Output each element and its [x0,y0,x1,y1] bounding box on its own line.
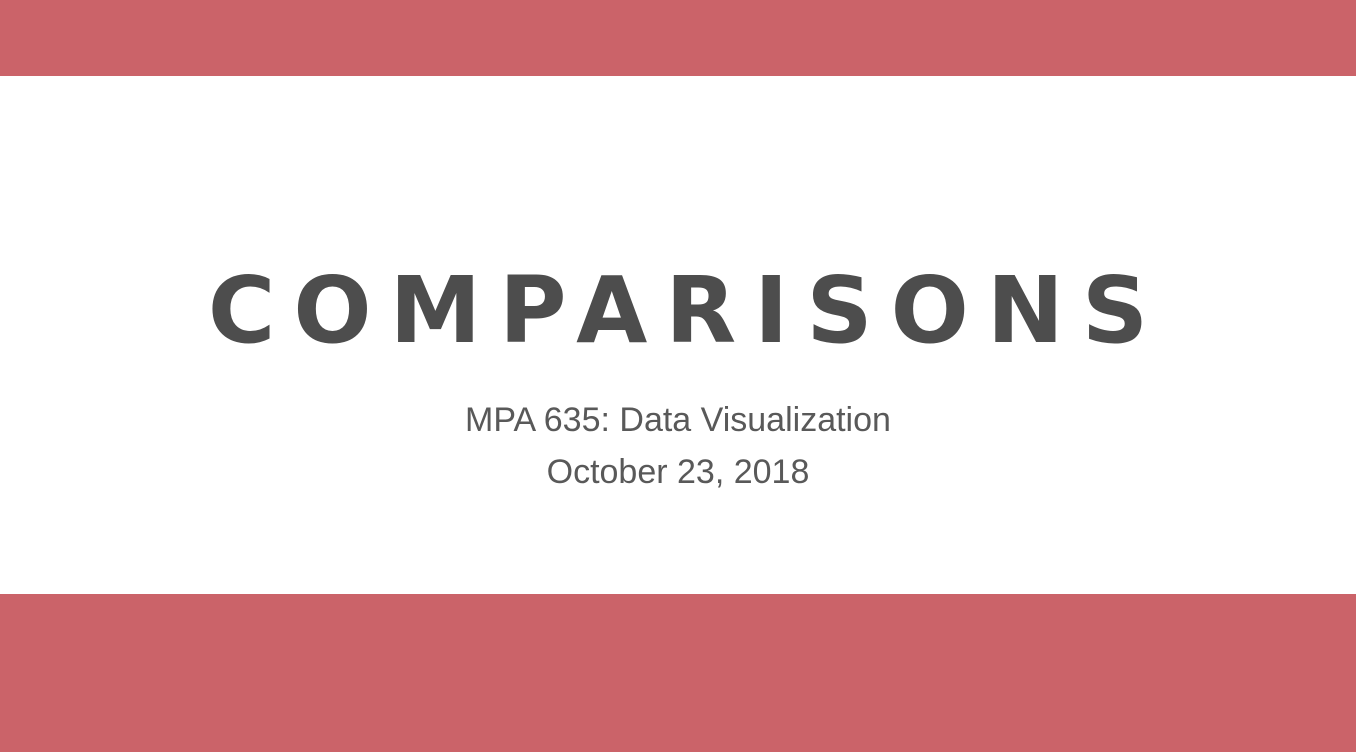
bottom-accent-band [0,594,1356,752]
top-accent-band [0,0,1356,76]
course-subtitle: MPA 635: Data Visualization [465,401,891,439]
slide-title: COMPARISONS [207,257,1167,364]
date-subtitle: October 23, 2018 [546,453,810,491]
